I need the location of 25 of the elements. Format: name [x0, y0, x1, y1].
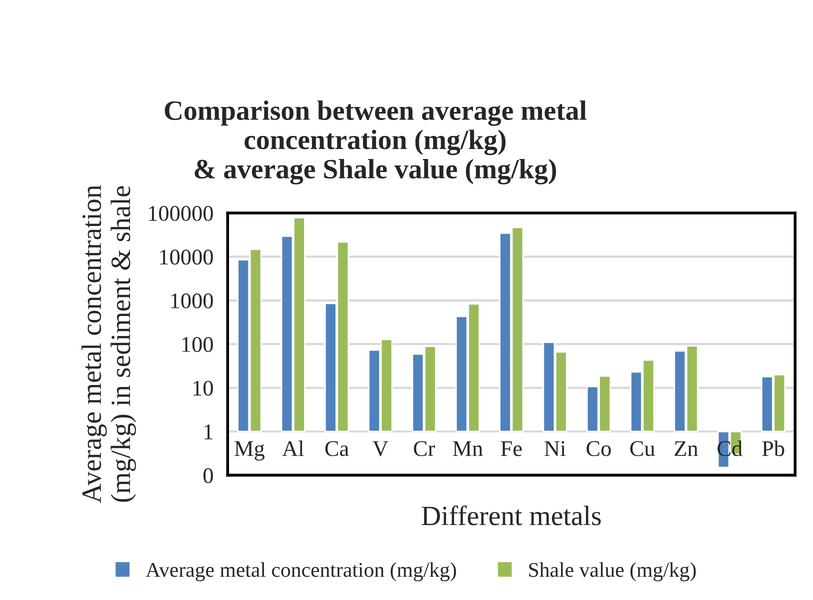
y-tick-label: 100000	[149, 206, 213, 221]
y-tick-label: 10000	[160, 250, 213, 265]
x-tick-label: Al	[282, 440, 304, 456]
x-tick-label: Cr	[414, 441, 435, 456]
x-tick-label: Pb	[762, 440, 784, 456]
x-tick-label: Ca	[325, 441, 349, 456]
y-axis-title: Average metal concentration (mg/kg) in sediment & shale	[82, 185, 136, 504]
legend-label: Average metal concentration (mg/kg)	[146, 562, 456, 582]
x-tick-label: Co	[586, 441, 611, 456]
y-tick-label: 0	[203, 468, 213, 484]
x-tick-label: Ni	[544, 441, 566, 456]
y-tick-label: 100	[182, 337, 213, 352]
x-tick-label: Fe	[500, 441, 522, 456]
legend-label: Shale value (mg/kg)	[529, 562, 696, 582]
y-tick-label: 1	[204, 424, 212, 440]
x-tick-label: Zn	[674, 441, 698, 456]
chart-title: Comparison between average metal concentration (mg/kg) & average Shale value (mg/kg)	[164, 100, 586, 184]
y-tick-label: 10	[193, 380, 213, 396]
x-tick-label: Cu	[630, 441, 655, 456]
x-axis-title: Different metals	[422, 505, 601, 526]
x-tick-label: V	[372, 441, 388, 456]
x-tick-label: Mg	[234, 441, 264, 461]
x-tick-label: Cd	[718, 440, 742, 456]
y-tick-label: 1000	[171, 293, 213, 308]
x-tick-label: Mn	[452, 441, 483, 456]
